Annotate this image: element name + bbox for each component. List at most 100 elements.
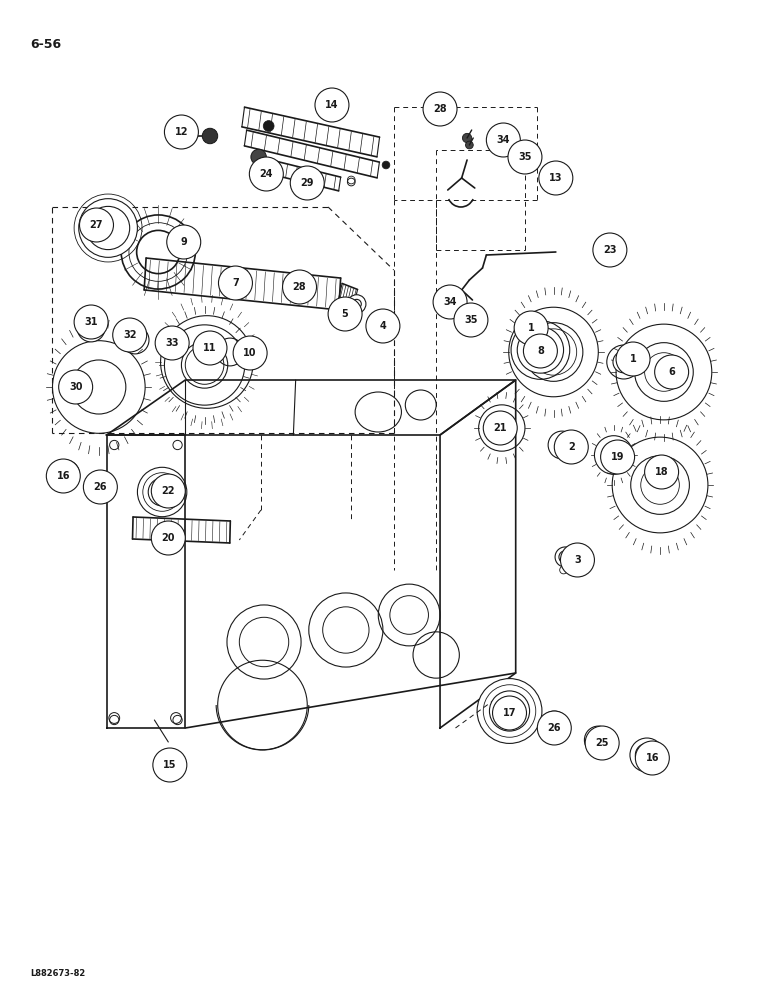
Text: 15: 15: [163, 760, 177, 770]
Text: 13: 13: [549, 173, 563, 183]
Circle shape: [493, 696, 527, 730]
Circle shape: [369, 312, 384, 328]
Text: 21: 21: [493, 423, 507, 433]
Circle shape: [584, 726, 612, 754]
Circle shape: [167, 225, 201, 259]
Circle shape: [454, 303, 488, 337]
Circle shape: [554, 430, 588, 464]
Circle shape: [169, 131, 178, 141]
Circle shape: [347, 295, 366, 313]
Circle shape: [153, 748, 187, 782]
Circle shape: [315, 88, 349, 122]
Text: 33: 33: [165, 338, 179, 348]
Text: 1: 1: [528, 323, 534, 333]
Circle shape: [539, 161, 573, 195]
Circle shape: [113, 318, 147, 352]
Circle shape: [613, 351, 635, 373]
Circle shape: [601, 440, 635, 474]
Text: 12: 12: [174, 127, 188, 137]
Text: 6-56: 6-56: [30, 38, 61, 51]
Text: 19: 19: [611, 452, 625, 462]
Circle shape: [466, 141, 473, 149]
Circle shape: [560, 543, 594, 577]
Text: 29: 29: [300, 178, 314, 188]
Circle shape: [462, 133, 472, 143]
Circle shape: [423, 92, 457, 126]
Text: 34: 34: [443, 297, 457, 307]
Circle shape: [77, 314, 105, 342]
Text: 16: 16: [56, 471, 70, 481]
Circle shape: [373, 316, 381, 324]
Circle shape: [540, 711, 568, 739]
Circle shape: [517, 327, 564, 373]
Circle shape: [202, 128, 218, 144]
Text: 34: 34: [496, 135, 510, 145]
Text: 24: 24: [259, 169, 273, 179]
Text: 16: 16: [645, 753, 659, 763]
Text: 1: 1: [630, 354, 636, 364]
Circle shape: [486, 123, 520, 157]
Text: 8: 8: [537, 346, 543, 356]
Circle shape: [514, 311, 548, 345]
Circle shape: [56, 465, 75, 483]
Circle shape: [489, 691, 530, 731]
Circle shape: [635, 741, 669, 775]
Circle shape: [616, 342, 650, 376]
Circle shape: [523, 334, 557, 368]
Circle shape: [52, 460, 80, 488]
Text: 20: 20: [161, 533, 175, 543]
Circle shape: [46, 459, 80, 493]
Circle shape: [630, 738, 664, 772]
Text: 28: 28: [293, 282, 306, 292]
Circle shape: [545, 716, 564, 734]
Circle shape: [537, 711, 571, 745]
Text: 4: 4: [380, 321, 386, 331]
Circle shape: [483, 411, 517, 445]
Text: 26: 26: [93, 482, 107, 492]
Text: 5: 5: [342, 309, 348, 319]
Circle shape: [366, 309, 400, 343]
Circle shape: [92, 475, 117, 499]
Text: 25: 25: [595, 738, 609, 748]
Circle shape: [193, 331, 227, 365]
Circle shape: [655, 355, 689, 389]
Circle shape: [151, 521, 185, 555]
Circle shape: [511, 321, 570, 379]
Circle shape: [439, 297, 449, 307]
Circle shape: [555, 547, 575, 567]
Text: 3: 3: [574, 555, 581, 565]
Circle shape: [164, 115, 198, 149]
Text: 10: 10: [243, 348, 257, 358]
Text: 26: 26: [547, 723, 561, 733]
Circle shape: [635, 743, 659, 767]
Circle shape: [477, 679, 542, 743]
Circle shape: [607, 345, 641, 379]
Circle shape: [585, 726, 619, 760]
Circle shape: [559, 551, 571, 563]
Text: 23: 23: [603, 245, 617, 255]
Circle shape: [83, 470, 117, 504]
Circle shape: [283, 270, 317, 304]
Circle shape: [352, 299, 361, 309]
Circle shape: [79, 199, 137, 257]
Text: 35: 35: [464, 315, 478, 325]
Circle shape: [249, 157, 283, 191]
Text: 11: 11: [203, 343, 217, 353]
Text: 27: 27: [90, 220, 103, 230]
Circle shape: [82, 319, 100, 337]
Circle shape: [251, 149, 266, 165]
Text: 31: 31: [84, 317, 98, 327]
Circle shape: [59, 370, 93, 404]
Circle shape: [233, 336, 267, 370]
Circle shape: [263, 121, 274, 131]
Text: L882673-82: L882673-82: [30, 969, 85, 978]
Text: 17: 17: [503, 708, 516, 718]
Circle shape: [80, 208, 113, 242]
Circle shape: [137, 467, 187, 517]
Circle shape: [96, 479, 112, 495]
Text: 35: 35: [518, 152, 532, 162]
Text: 14: 14: [325, 100, 339, 110]
Circle shape: [155, 326, 189, 360]
Circle shape: [445, 306, 453, 314]
Text: 7: 7: [232, 278, 239, 288]
